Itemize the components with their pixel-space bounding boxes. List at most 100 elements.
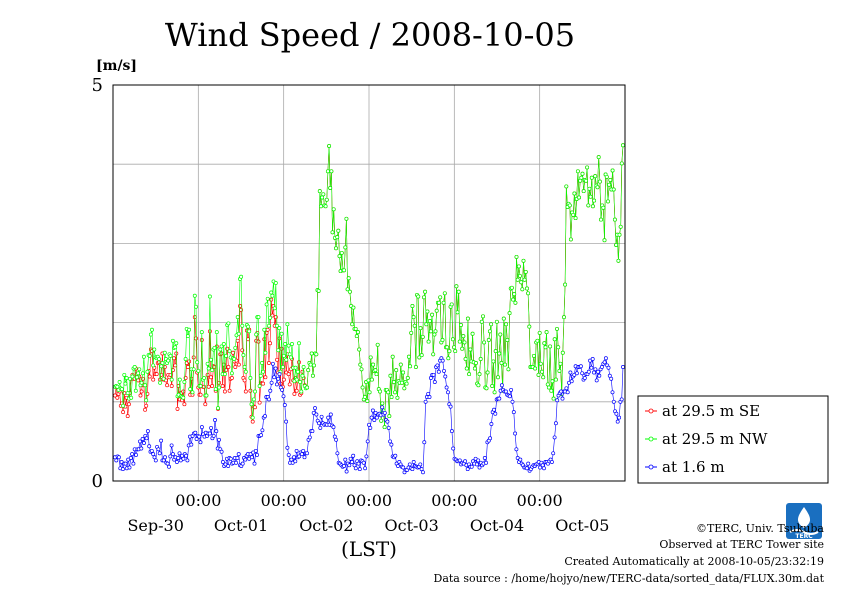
data-point (422, 295, 426, 300)
data-point (168, 353, 173, 358)
data-point (582, 376, 587, 380)
data-point (228, 456, 233, 461)
data-point (431, 372, 436, 377)
data-point (306, 368, 311, 373)
data-point (346, 276, 351, 281)
data-point (127, 465, 132, 470)
data-point (482, 340, 487, 345)
data-point (284, 419, 289, 424)
data-point (518, 457, 523, 462)
data-point (196, 368, 201, 373)
data-point (531, 353, 536, 358)
data-point (386, 425, 391, 430)
data-point (272, 306, 277, 311)
data-point (447, 349, 452, 354)
data-point (295, 369, 300, 374)
data-point (329, 169, 334, 174)
data-point (256, 339, 261, 344)
data-point (319, 204, 323, 209)
data-point (618, 224, 623, 229)
data-point (511, 297, 516, 302)
data-point (115, 384, 120, 389)
data-point (533, 366, 538, 371)
data-point (438, 295, 443, 300)
data-point (388, 373, 393, 378)
data-point (297, 341, 301, 346)
data-point (348, 456, 353, 461)
data-point (476, 458, 481, 463)
data-point (259, 433, 264, 438)
data-point (213, 418, 217, 422)
data-point (272, 375, 277, 380)
data-point (128, 376, 132, 381)
data-point (217, 437, 221, 442)
data-point (586, 203, 591, 208)
data-point (326, 415, 331, 420)
data-point (549, 388, 554, 393)
data-point (280, 365, 285, 369)
data-point (251, 397, 256, 402)
data-point (405, 376, 410, 380)
data-point (353, 466, 358, 471)
data-point (181, 389, 186, 394)
data-point (380, 405, 385, 410)
data-point (210, 384, 215, 388)
data-point (325, 169, 330, 174)
data-point (410, 467, 415, 472)
data-point (499, 383, 504, 388)
data-point (592, 198, 597, 203)
data-point (343, 245, 348, 250)
data-point (147, 444, 152, 449)
data-point (460, 346, 465, 351)
data-point (393, 453, 398, 458)
x-tick-time-label: 00:00 (261, 491, 307, 510)
data-point (246, 324, 251, 329)
data-point (219, 344, 224, 349)
data-point (606, 199, 610, 204)
data-point (357, 347, 362, 352)
data-point (416, 294, 421, 299)
data-point (138, 393, 143, 398)
data-point (602, 360, 607, 365)
data-point (288, 355, 293, 360)
data-point (410, 304, 415, 308)
data-point (282, 403, 287, 407)
data-point (145, 369, 150, 374)
data-point (459, 323, 463, 327)
data-point (263, 414, 267, 419)
data-point (586, 369, 591, 374)
data-point (599, 217, 603, 222)
data-point (514, 254, 519, 259)
x-tick-time-label: 00:00 (175, 491, 221, 510)
data-point (331, 425, 336, 430)
data-point (117, 380, 122, 384)
data-point (279, 346, 284, 351)
data-point (294, 448, 299, 453)
data-point (426, 391, 431, 396)
data-point (194, 437, 199, 441)
data-point (276, 376, 281, 381)
data-point (545, 382, 550, 387)
data-point (617, 415, 622, 420)
data-point (503, 362, 507, 367)
data-point (434, 308, 439, 313)
data-point (575, 169, 580, 174)
data-point (129, 395, 134, 400)
x-tick-time-label: 00:00 (346, 491, 392, 510)
data-point (479, 319, 484, 324)
data-point (584, 178, 588, 183)
data-point (143, 383, 148, 388)
data-point (252, 461, 257, 466)
data-point (305, 451, 310, 456)
data-point (389, 442, 394, 447)
data-point (497, 396, 502, 401)
data-point (191, 367, 196, 372)
data-point (286, 343, 291, 348)
data-point (450, 337, 455, 342)
data-point (578, 178, 583, 183)
data-point (159, 364, 164, 369)
data-point (232, 357, 237, 361)
data-point (387, 414, 392, 419)
data-point (609, 376, 614, 381)
data-point (328, 186, 333, 190)
